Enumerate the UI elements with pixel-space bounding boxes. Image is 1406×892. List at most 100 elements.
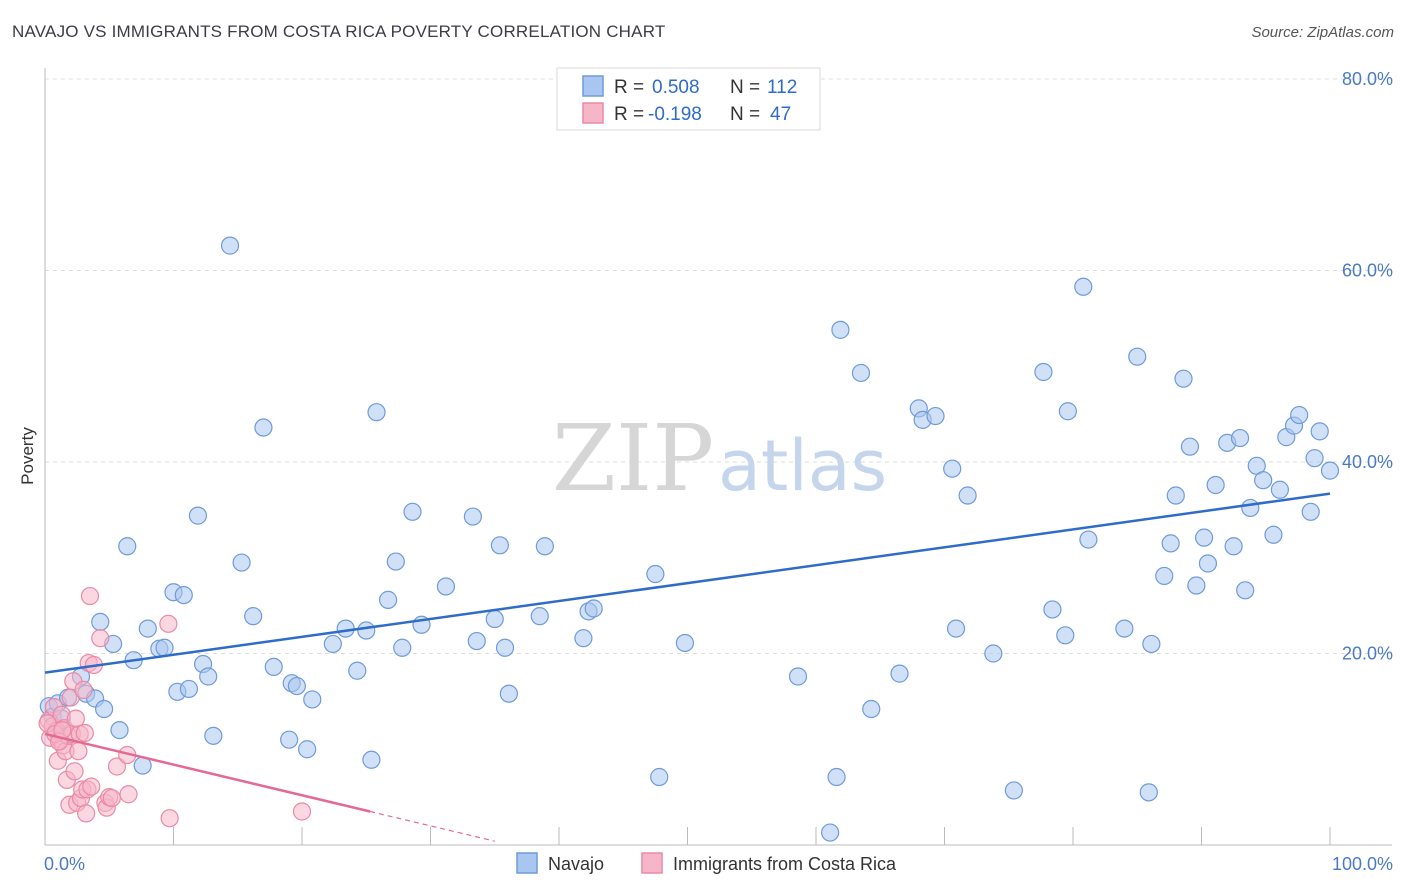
data-point (436, 577, 456, 596)
data-point (357, 621, 376, 640)
legend-label-costa-rica: Immigrants from Costa Rica (673, 854, 897, 874)
data-point (386, 552, 405, 571)
data-point (378, 590, 398, 609)
data-point (1270, 480, 1289, 499)
data-point (1056, 626, 1075, 645)
data-point (1058, 402, 1077, 421)
legend-swatch-costa-rica (641, 852, 663, 874)
data-point (77, 804, 96, 823)
legend-n-value: 47 (770, 104, 791, 125)
data-point (646, 564, 665, 584)
data-point (107, 757, 127, 776)
x-tick-label: 0.0% (44, 854, 85, 874)
data-point (362, 750, 381, 769)
data-point (890, 664, 909, 683)
data-point (530, 607, 549, 626)
data-point (1310, 422, 1329, 441)
data-point (862, 699, 881, 719)
data-point (204, 726, 223, 745)
data-point (254, 418, 273, 437)
data-point (1198, 554, 1218, 573)
data-point (244, 607, 263, 626)
data-point (675, 633, 695, 653)
data-point (199, 667, 218, 686)
data-point (280, 730, 299, 749)
legend-r-label: R = (614, 77, 644, 98)
data-point (1180, 437, 1200, 456)
x-tick-label: 100.0% (1332, 854, 1393, 874)
data-point (1194, 528, 1214, 547)
chart-title: NAVAJO VS IMMIGRANTS FROM COSTA RICA POV… (12, 22, 666, 41)
data-point (1290, 405, 1309, 425)
data-point (1079, 530, 1098, 549)
data-point (303, 690, 322, 709)
legend-n-value: 112 (767, 77, 797, 98)
data-point (943, 459, 962, 478)
legend-r-value: -0.198 (648, 104, 702, 125)
data-point (1174, 369, 1193, 388)
data-point (1236, 581, 1255, 600)
data-point (155, 638, 174, 657)
legend-r-value: 0.508 (652, 77, 700, 98)
data-point (403, 502, 422, 521)
data-point (485, 609, 504, 629)
data-point (1128, 347, 1147, 366)
data-point (827, 767, 846, 787)
tick-labels: 20.0% 40.0% 60.0% 80.0% 0.0% 100.0% (44, 69, 1393, 874)
data-point (467, 631, 486, 651)
data-point (91, 612, 110, 632)
data-point (1155, 566, 1174, 586)
data-point (179, 679, 199, 699)
data-point (159, 614, 178, 633)
data-point (102, 788, 121, 808)
data-point (80, 586, 100, 606)
legend-swatch-navajo (516, 852, 538, 874)
data-point (264, 657, 283, 677)
data-point (69, 742, 88, 761)
data-point (66, 709, 85, 728)
data-point (393, 638, 412, 657)
data-point (323, 634, 342, 654)
data-point (75, 723, 94, 743)
data-point (1115, 619, 1134, 638)
data-point (110, 720, 129, 740)
y-tick-label: 80.0% (1342, 69, 1393, 89)
data-point (1166, 486, 1185, 505)
data-point (160, 809, 179, 828)
correlation-legend: R = 0.508 N = 112 R = -0.198 N = 47 (556, 67, 821, 131)
y-tick-label: 60.0% (1342, 261, 1393, 281)
data-point (650, 767, 669, 787)
data-point (495, 638, 515, 657)
data-point (958, 486, 977, 505)
data-point (138, 619, 157, 638)
y-axis-label: Poverty (18, 427, 37, 485)
trend-line-costa-rica (44, 732, 371, 813)
data-point (367, 403, 386, 422)
data-point (74, 680, 93, 699)
data-point (119, 785, 138, 804)
series-navajo (39, 236, 1340, 842)
data-point (1224, 537, 1243, 556)
trend-line-navajo (44, 492, 1331, 674)
data-point (336, 619, 355, 638)
data-point (984, 644, 1003, 663)
data-point (1004, 781, 1023, 800)
data-point (584, 599, 603, 618)
data-point (118, 537, 137, 556)
data-point (574, 629, 593, 648)
data-point (821, 823, 840, 842)
watermark-zip: ZIP (552, 405, 714, 512)
legend-n-label: N = (730, 104, 760, 125)
data-point (232, 553, 251, 572)
legend-swatch-costa-rica (582, 102, 604, 124)
y-tick-label: 20.0% (1342, 644, 1393, 664)
data-point (91, 629, 110, 648)
data-point (1161, 534, 1180, 553)
data-point (1142, 634, 1161, 654)
data-point (1254, 471, 1273, 490)
data-point (82, 777, 101, 796)
data-point (946, 619, 966, 638)
data-point (287, 676, 306, 696)
data-point (463, 507, 483, 526)
